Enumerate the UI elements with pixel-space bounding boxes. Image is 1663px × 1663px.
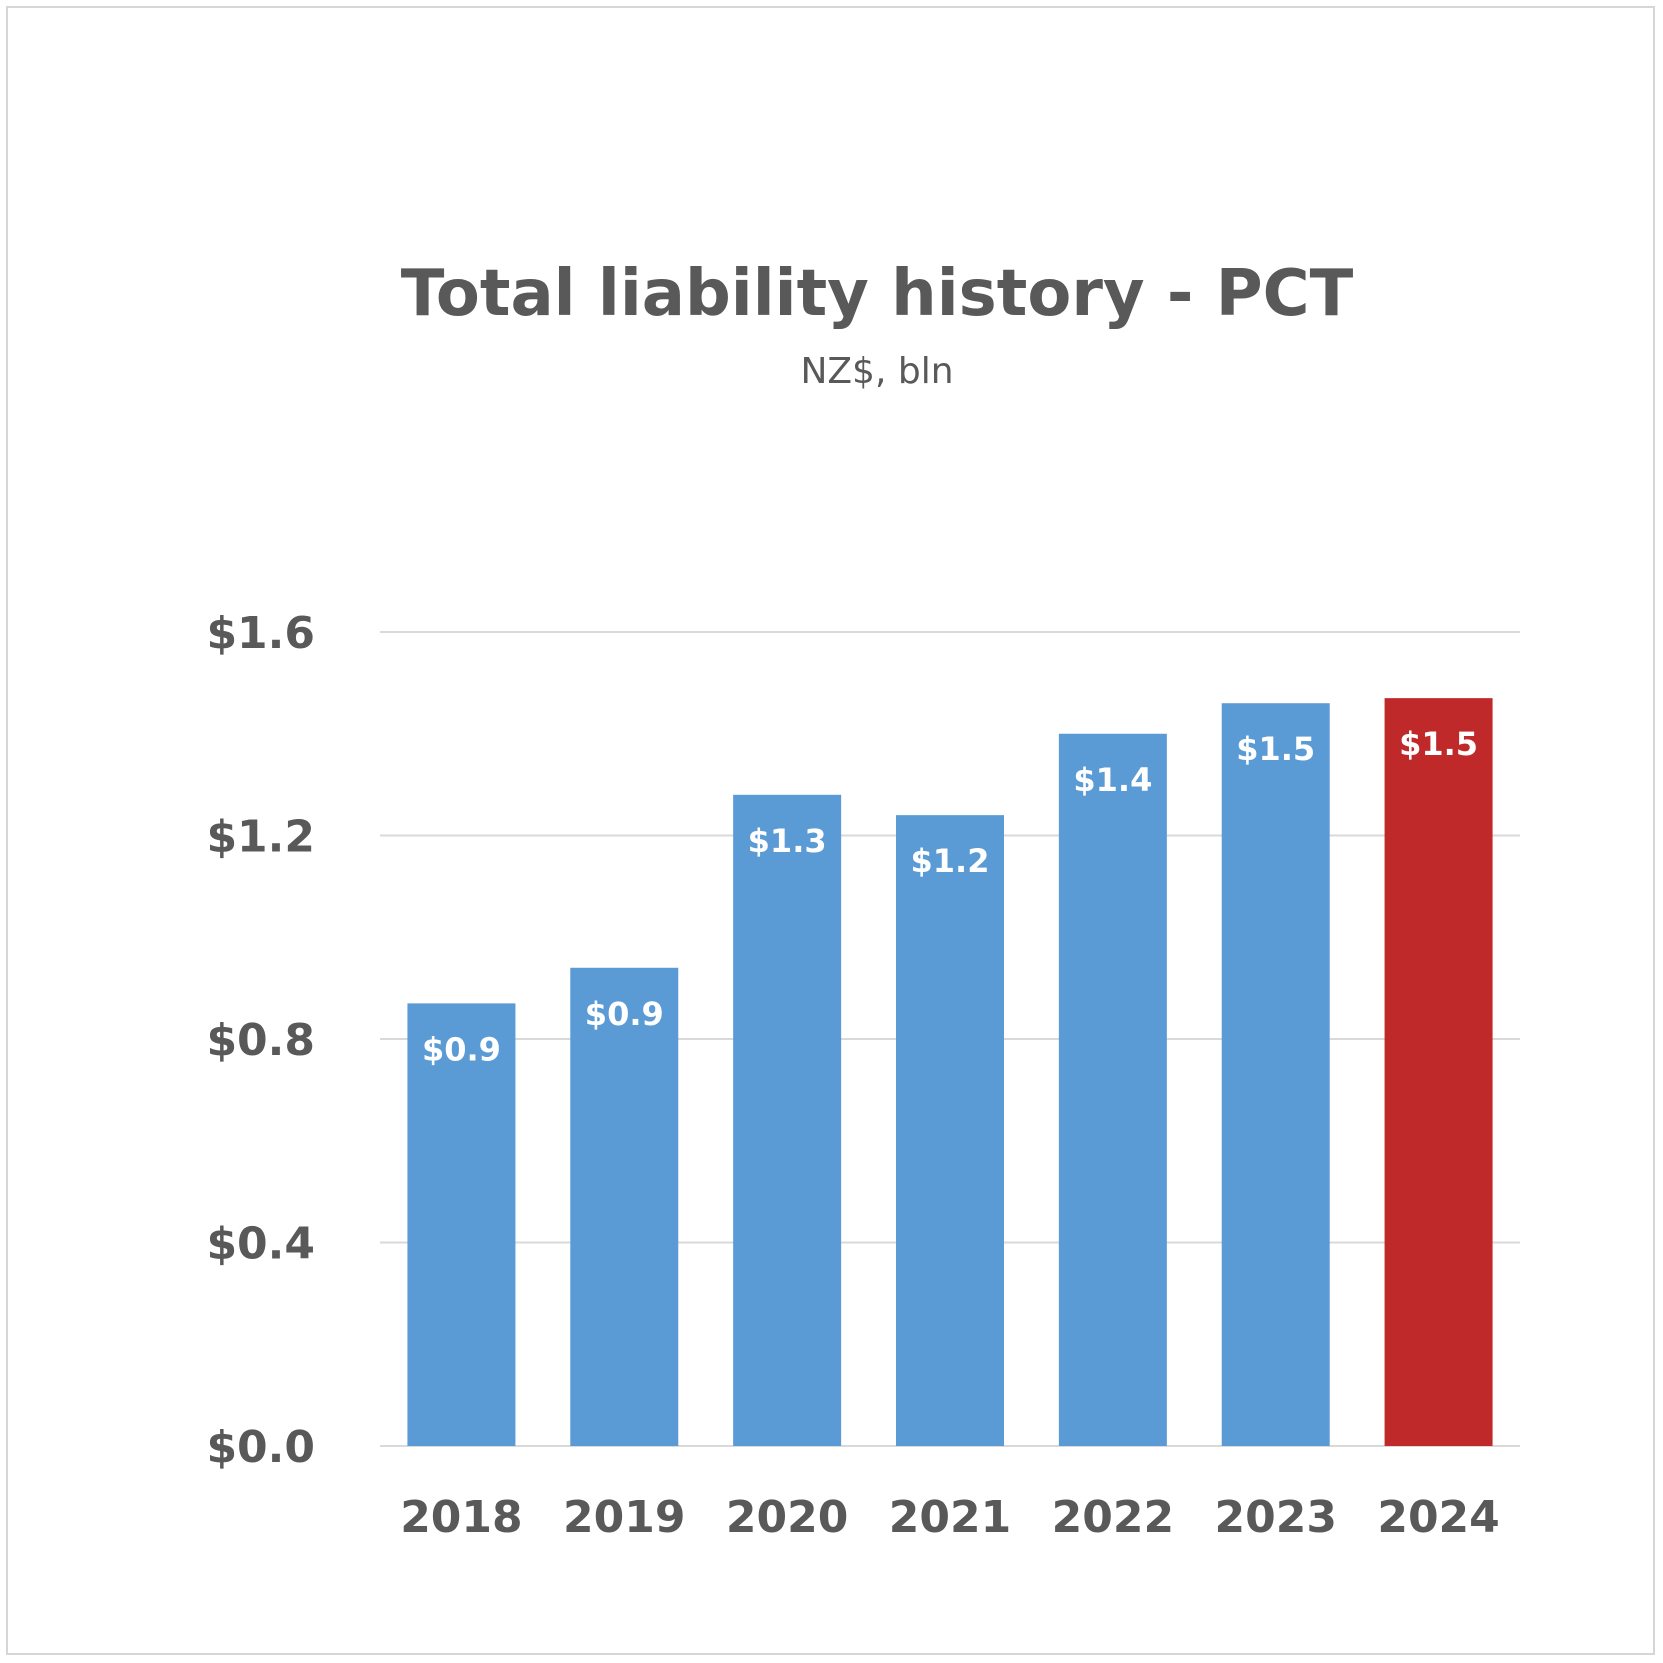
y-tick-label: $1.6 [206, 608, 315, 659]
chart-title: Total liability history - PCT [401, 257, 1354, 331]
data-label-2024: $1.5 [1399, 725, 1478, 763]
x-tick-label-2020: 2020 [726, 1492, 848, 1543]
x-tick-label-2024: 2024 [1377, 1492, 1499, 1543]
bars [407, 698, 1493, 1446]
bar-2018 [407, 1003, 516, 1446]
x-tick-label-2019: 2019 [563, 1492, 685, 1543]
data-label-2022: $1.4 [1073, 761, 1152, 799]
data-labels: $0.9 $0.9 $1.3 $1.2 $1.4 $1.5 $1.5 [422, 725, 1478, 1068]
data-label-2020: $1.3 [748, 822, 827, 860]
data-label-2023: $1.5 [1236, 730, 1315, 768]
x-tick-label-2021: 2021 [889, 1492, 1011, 1543]
y-tick-label: $0.0 [206, 1422, 315, 1473]
bar-2022 [1058, 733, 1167, 1446]
data-label-2018: $0.9 [422, 1030, 501, 1068]
y-tick-label: $0.8 [206, 1015, 315, 1066]
data-label-2021: $1.2 [911, 842, 990, 880]
data-label-2019: $0.9 [585, 995, 664, 1033]
x-tick-label-2018: 2018 [400, 1492, 522, 1543]
bar-2021 [896, 815, 1004, 1446]
bar-2020 [733, 794, 842, 1446]
bar-2024 [1384, 698, 1493, 1446]
x-tick-label-2022: 2022 [1052, 1492, 1174, 1543]
y-tick-label: $0.4 [206, 1219, 315, 1270]
y-axis-ticks: $0.0 $0.4 $0.8 $1.2 $1.6 [206, 608, 315, 1473]
x-tick-label-2023: 2023 [1214, 1492, 1336, 1543]
bar-2019 [570, 967, 679, 1446]
chart-subtitle: NZ$, bln [800, 351, 953, 392]
x-axis-ticks: 2018 2019 2020 2021 2022 2023 2024 [400, 1492, 1500, 1543]
y-tick-label: $1.2 [206, 812, 315, 863]
bar-2023 [1221, 703, 1330, 1446]
